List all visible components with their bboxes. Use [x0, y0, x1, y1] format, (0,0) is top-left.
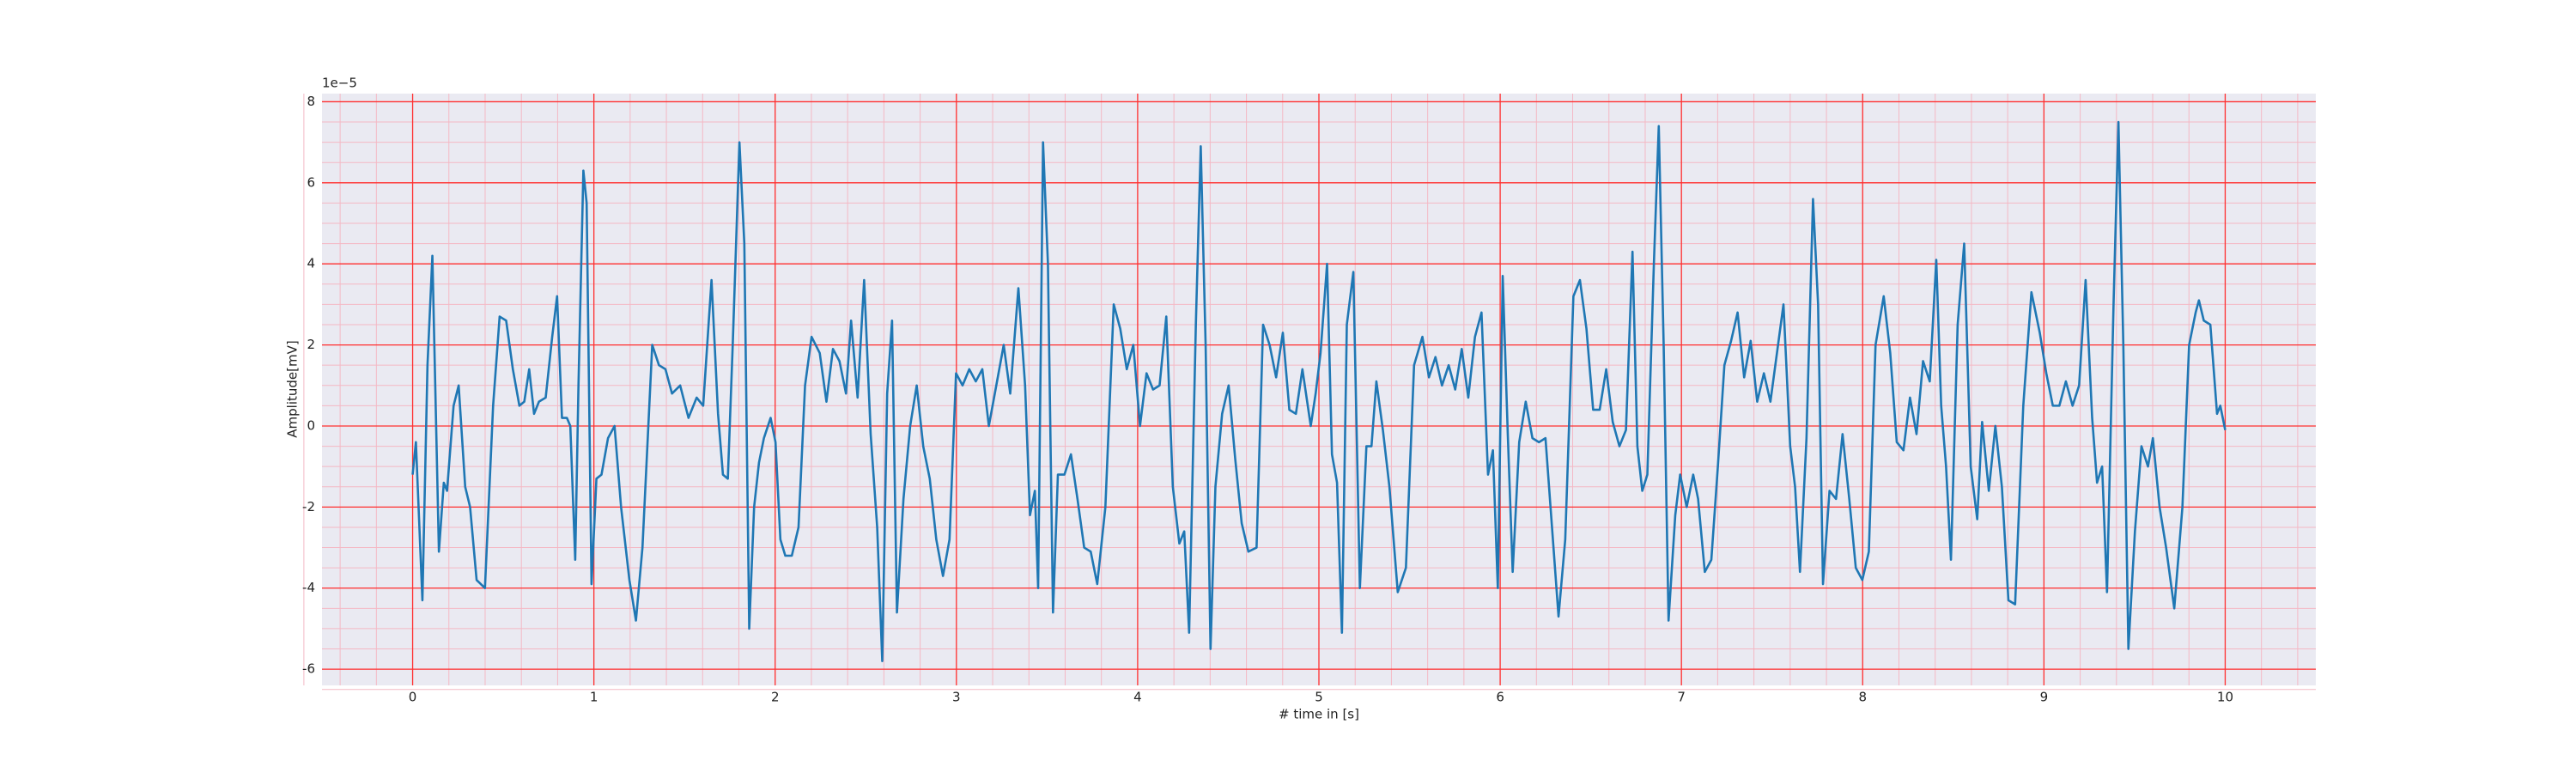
x-tick-label: 2 [771, 690, 780, 705]
y-tick-label: 8 [307, 94, 315, 109]
grid [303, 94, 2316, 691]
x-tick-label: 8 [1858, 690, 1867, 705]
y-tick-label: -2 [302, 499, 315, 514]
x-axis-label: # time in [s] [1279, 707, 1359, 722]
y-tick-label: 0 [307, 417, 315, 433]
x-tick-label: 9 [2040, 690, 2049, 705]
y-tick-label: 6 [307, 174, 315, 190]
y-axis-label: Amplitude[mV] [285, 340, 301, 437]
data-line [411, 120, 2227, 662]
x-tick-label: 10 [2217, 690, 2233, 705]
x-tick-label: 1 [590, 690, 598, 705]
marks [411, 120, 2227, 662]
offset-label: 1e−5 [322, 76, 357, 91]
y-tick-label: 2 [307, 337, 315, 352]
y-tick-label: -6 [302, 661, 315, 677]
y-tick-label: 4 [307, 256, 315, 271]
x-tick-label: 7 [1677, 690, 1686, 705]
x-tick-label: 3 [952, 690, 961, 705]
x-tick-label: 4 [1133, 690, 1142, 705]
y-tick-label: -4 [302, 580, 315, 595]
x-tick-label: 5 [1315, 690, 1323, 705]
x-tick-label: 6 [1496, 690, 1504, 705]
x-tick-label: 0 [409, 690, 417, 705]
